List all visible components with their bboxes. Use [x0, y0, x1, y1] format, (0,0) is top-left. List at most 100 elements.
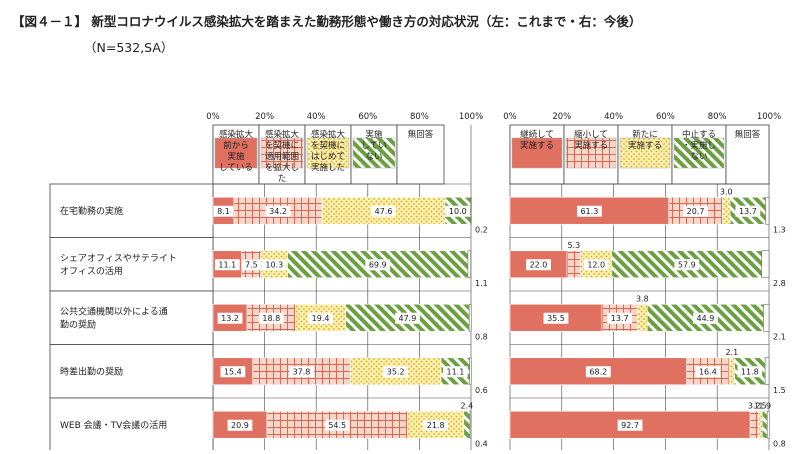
data-label-bg — [241, 259, 262, 271]
legend-label: 無回答 — [735, 129, 761, 140]
data-label-bg — [289, 366, 314, 378]
data-label: 13.7 — [611, 314, 629, 323]
legend-swatch — [306, 137, 350, 169]
data-label: 34.2 — [269, 207, 287, 216]
data-label: 2.1 — [773, 332, 786, 341]
bar-segment — [463, 410, 471, 439]
legend-label: 実施した — [311, 162, 345, 173]
data-label-bg — [683, 205, 708, 217]
data-label: 0.6 — [475, 386, 488, 395]
data-label-bg — [583, 259, 609, 271]
legend-label: 無回答 — [408, 129, 434, 140]
tick-label: 40% — [604, 112, 623, 122]
chart-panel-2: 0% 20% 40% 60% 80% 100%継続して実施する縮小して実施する新たに実施す… — [503, 112, 786, 452]
data-label: 61.3 — [580, 207, 598, 216]
data-label-bg — [383, 366, 409, 378]
tick-label: 80% — [708, 112, 727, 122]
data-label-bg — [607, 312, 633, 324]
bar-segment — [758, 410, 763, 439]
data-label-bg — [308, 312, 333, 324]
data-label: 2.4 — [461, 401, 474, 410]
category-label: オフィスの活用 — [60, 265, 123, 277]
category-cell — [49, 290, 214, 345]
data-label-bg — [217, 312, 243, 324]
bar-segment — [749, 410, 759, 439]
category-cell — [49, 344, 214, 399]
data-label: 8.1 — [217, 207, 230, 216]
data-label: 10.0 — [449, 207, 467, 216]
data-label: 10.3 — [265, 260, 283, 269]
data-label: 0.4 — [475, 439, 488, 448]
data-label: 19.4 — [312, 314, 330, 323]
tick-label: 60% — [358, 112, 377, 122]
chart-panels: 0% 20% 40% 60% 80% 100%感染拡大前から実施している感染拡大を契機に適… — [49, 112, 786, 452]
legend-label: ない — [365, 152, 382, 162]
data-label-bg — [324, 419, 350, 431]
data-label: 2.8 — [773, 279, 786, 288]
data-label: 1.5 — [773, 386, 786, 395]
legend-label: 継続して — [520, 129, 554, 140]
legend-label: を契機に — [265, 140, 299, 151]
category-cell — [49, 183, 214, 238]
bar-segment — [761, 250, 770, 279]
data-label: 20.7 — [687, 207, 705, 216]
tick-label: 0% — [206, 112, 220, 122]
data-label-bg — [674, 259, 700, 271]
legend-swatch — [619, 137, 671, 169]
data-label: 0.8 — [773, 439, 786, 448]
category-label: 勤の奨励 — [60, 318, 96, 330]
legend-label: はじめて — [311, 152, 345, 162]
bar-segment — [763, 303, 770, 332]
data-label: 16.4 — [699, 367, 717, 376]
tick-label: 60% — [656, 112, 675, 122]
bar-segment — [345, 303, 470, 332]
data-label: 69.9 — [369, 260, 387, 269]
tick-label: 20% — [552, 112, 571, 122]
legend-label: 縮小して — [574, 129, 608, 140]
page-title: 【図４－１】 新型コロナウイルス感染拡大を踏まえた勤務形態や働き方の対応状況（左… — [12, 14, 641, 29]
bar-segment — [566, 250, 582, 279]
data-label-bg — [585, 366, 611, 378]
data-label: 37.8 — [293, 367, 311, 376]
legend-label: 適用範囲 — [265, 151, 299, 162]
data-label-bg — [737, 366, 763, 378]
category-label: 時差出勤の奨励 — [60, 365, 123, 377]
legend-label: を契機に — [311, 140, 345, 151]
data-label: 1.1 — [475, 279, 488, 288]
data-label: 11.8 — [741, 367, 759, 376]
data-label: 57.9 — [678, 260, 696, 269]
legend-swatch — [511, 137, 563, 169]
data-label: 3.2 — [748, 401, 761, 410]
data-label-bg — [227, 419, 253, 431]
data-label: 3.0 — [720, 187, 733, 196]
data-label-bg — [576, 205, 602, 217]
page-subtitle: （N=532,SA） — [84, 40, 173, 55]
legend-label: ・実施し — [682, 140, 716, 151]
legend-swatch — [673, 137, 725, 169]
data-label: 35.5 — [547, 314, 565, 323]
bar-segment — [766, 410, 770, 439]
data-label: 0.8 — [475, 332, 488, 341]
tick-label: 100% — [757, 112, 781, 122]
legend-label: 実施 — [227, 151, 245, 162]
legend-label: 実施する — [574, 140, 608, 151]
bar-segment — [467, 250, 472, 279]
data-label-bg — [214, 259, 240, 271]
legend-label: 実施 — [365, 129, 383, 140]
bar-segment — [637, 303, 648, 332]
tick-label: 20% — [255, 112, 274, 122]
bar-segment — [469, 357, 472, 386]
data-label-bg — [543, 312, 569, 324]
data-label-bg — [423, 419, 449, 431]
data-label-bg — [617, 419, 643, 431]
data-label-bg — [265, 205, 291, 217]
category-label: WEB 会議・TV会議の活用 — [60, 419, 167, 431]
tick-label: 0% — [503, 112, 517, 122]
data-label: 18.8 — [262, 314, 280, 323]
data-label-bg — [258, 312, 284, 324]
data-label: 15.4 — [224, 367, 242, 376]
data-label-bg — [371, 205, 396, 217]
data-label-bg — [261, 259, 287, 271]
legend-label: ない — [690, 152, 707, 162]
data-label-bg — [735, 205, 761, 217]
